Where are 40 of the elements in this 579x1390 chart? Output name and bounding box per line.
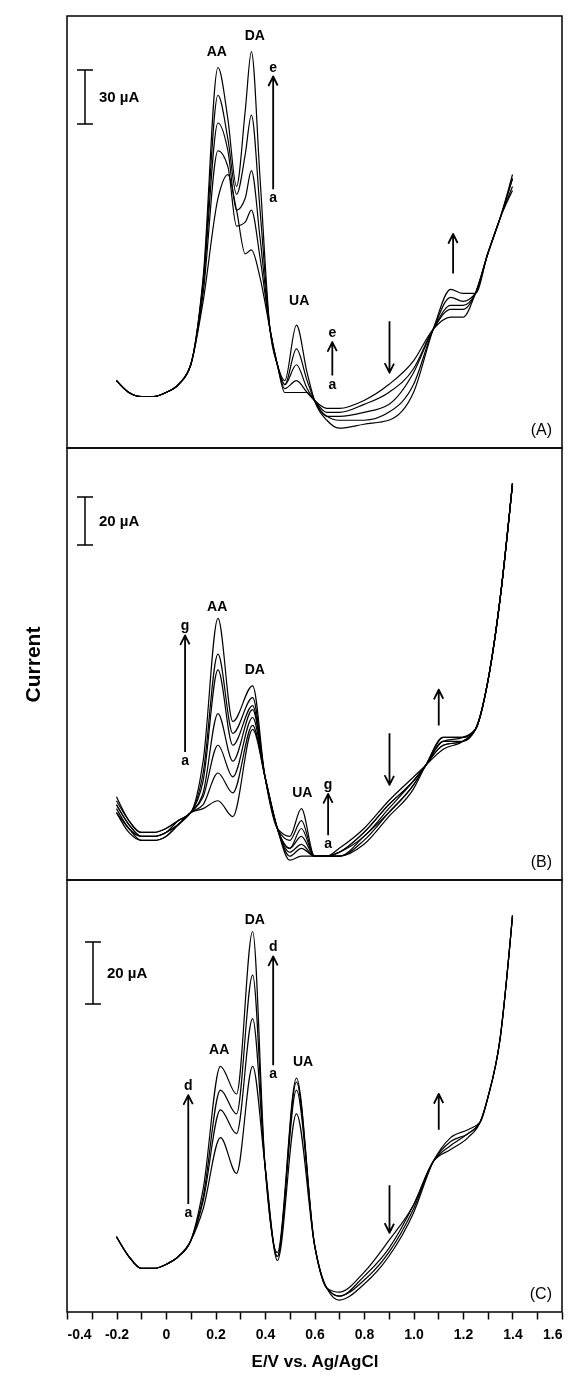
annotation: g — [180, 617, 190, 634]
x-tick-label: 0.6 — [305, 1325, 325, 1342]
annotation: e — [269, 58, 278, 75]
annotation: d — [183, 1077, 193, 1094]
annotation: (A) — [530, 421, 552, 438]
annotation: 20 µA — [107, 964, 148, 981]
annotation: a — [269, 1065, 278, 1082]
annotation: e — [328, 324, 337, 341]
x-tick-label: 0.2 — [206, 1325, 226, 1342]
x-tick-label: 1.4 — [503, 1325, 523, 1342]
annotation: DA — [244, 910, 265, 927]
annotation: AA — [207, 597, 228, 614]
x-axis-title: E/V vs. Ag/AgCl — [251, 1351, 379, 1371]
annotation: DA — [244, 660, 265, 677]
annotation: a — [269, 189, 278, 206]
annotation: 30 µA — [99, 88, 140, 105]
x-tick-label: 0.8 — [354, 1325, 375, 1342]
x-tick-label: -0.4 — [67, 1325, 92, 1342]
annotation: 20 µA — [99, 512, 140, 529]
annotation: a — [184, 1203, 193, 1220]
text: DA — [244, 26, 265, 43]
x-tick-label: -0.2 — [104, 1325, 130, 1342]
annotation: AA — [209, 1041, 230, 1058]
annotation: (B) — [530, 853, 552, 870]
annotation: UA — [293, 1053, 314, 1070]
x-tick-label: 1.6 — [543, 1325, 563, 1342]
annotation: AA — [206, 42, 227, 59]
x-tick-label: 0 — [162, 1325, 171, 1342]
annotation: d — [268, 938, 278, 955]
annotation: UA — [292, 783, 313, 800]
annotation: UA — [289, 292, 310, 309]
x-tick-label: 0.4 — [255, 1325, 276, 1342]
y-axis-title: Current — [20, 626, 44, 703]
x-tick-label: 1.2 — [453, 1325, 474, 1342]
annotation: a — [328, 375, 337, 392]
annotation: a — [324, 835, 333, 852]
annotation: a — [181, 752, 190, 769]
annotation: (C) — [529, 1285, 552, 1302]
x-tick-label: 1.0 — [404, 1325, 424, 1342]
annotation: g — [323, 775, 333, 792]
